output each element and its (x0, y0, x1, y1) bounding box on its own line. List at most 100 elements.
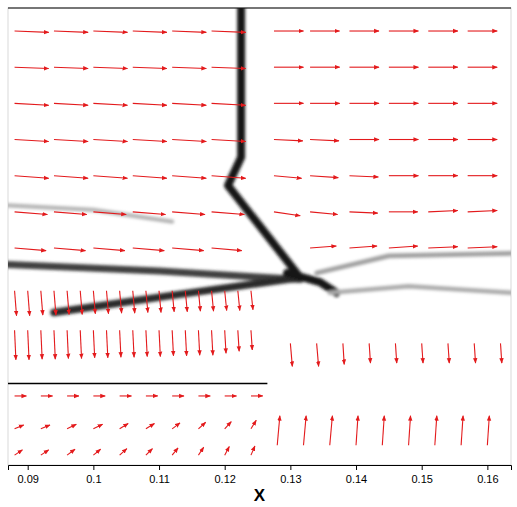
velocity-vector (120, 424, 129, 429)
velocity-vector (303, 416, 306, 446)
x-tick: 0.14 (346, 465, 367, 485)
velocity-vector (198, 422, 205, 429)
velocity-vector (310, 103, 340, 104)
velocity-vector (238, 330, 239, 351)
chart: 0.090.10.110.120.130.140.150.16X (0, 0, 517, 507)
x-tick: 0.09 (17, 465, 38, 485)
velocity-vector (468, 175, 498, 176)
gradient-feature (330, 286, 511, 293)
velocity-vector (15, 176, 49, 179)
x-tick: 0.12 (214, 465, 235, 485)
velocity-vector (15, 395, 27, 396)
velocity-vector (67, 449, 75, 455)
velocity-vector (93, 449, 100, 455)
velocity-vector (93, 212, 126, 215)
velocity-vector (349, 103, 379, 104)
velocity-vector (172, 31, 206, 32)
velocity-vector (428, 247, 458, 248)
velocity-vector (389, 67, 419, 68)
velocity-vector (172, 448, 178, 455)
velocity-vector (274, 67, 304, 68)
velocity-vector (225, 447, 230, 456)
velocity-vector (428, 67, 458, 68)
velocity-vector (15, 291, 17, 316)
velocity-vector (310, 176, 338, 178)
velocity-vector (15, 425, 24, 429)
velocity-vector (120, 395, 132, 396)
velocity-vector (310, 30, 340, 31)
velocity-vector (172, 140, 206, 142)
velocity-vector (15, 248, 47, 251)
velocity-vector (133, 212, 166, 215)
velocity-vector (172, 423, 180, 429)
velocity-vector (468, 247, 498, 248)
velocity-vector (251, 330, 252, 350)
velocity-vector (15, 31, 49, 32)
velocity-vector (274, 140, 303, 141)
velocity-vector (54, 330, 55, 359)
velocity-vector (67, 395, 79, 396)
x-tick-mark (487, 465, 488, 470)
velocity-vector (225, 330, 226, 353)
velocity-vector (468, 67, 498, 68)
velocity-vector (468, 103, 498, 104)
velocity-vector (93, 424, 102, 429)
velocity-vector (146, 424, 155, 429)
velocity-vector (349, 67, 379, 68)
velocity-vector (212, 330, 213, 355)
x-tick: 0.15 (411, 465, 432, 485)
plot: 0.090.10.110.120.130.140.150.16 (8, 8, 512, 485)
vectors (15, 31, 502, 455)
velocity-vector (251, 291, 253, 310)
velocity-vector (468, 211, 498, 212)
wall (8, 383, 267, 385)
velocity-vector (15, 212, 48, 215)
velocity-vector (185, 291, 187, 312)
velocity-vector (54, 67, 88, 68)
velocity-vector (409, 416, 411, 446)
x-tick: 0.11 (149, 465, 170, 485)
velocity-vector (198, 291, 200, 311)
velocity-vector (238, 291, 240, 311)
velocity-vector (172, 212, 205, 215)
velocity-vector (343, 343, 344, 364)
velocity-vector (93, 31, 127, 32)
velocity-vector (133, 330, 134, 357)
velocity-vector (277, 416, 280, 446)
x-tick-mark (290, 465, 291, 470)
velocity-vector (225, 291, 227, 311)
velocity-vector (15, 103, 49, 105)
velocity-vector (448, 343, 449, 363)
velocity-vector (172, 291, 174, 312)
x-tick-mark (356, 465, 357, 470)
velocity-vector (389, 30, 419, 31)
velocity-vector (54, 176, 88, 179)
velocity-vector (349, 176, 378, 177)
x-tick-label: 0.11 (149, 473, 170, 485)
velocity-vector (93, 330, 94, 358)
velocity-vector (41, 425, 50, 429)
velocity-vector (133, 291, 135, 313)
velocity-vector (435, 416, 437, 446)
velocity-vector (146, 449, 153, 456)
velocity-vector (172, 103, 206, 105)
velocity-vector (349, 212, 377, 213)
velocity-vector (310, 212, 338, 215)
velocity-vector (15, 450, 23, 455)
velocity-vector (67, 330, 68, 358)
velocity-vector (382, 416, 384, 446)
velocity-vector (356, 416, 358, 446)
velocity-vector (212, 212, 245, 215)
velocity-vector (172, 330, 173, 356)
velocity-vector (389, 175, 419, 176)
gradient-feature (54, 278, 300, 313)
marks (8, 8, 511, 455)
x-tick-mark (93, 465, 94, 470)
x-tick-mark (422, 465, 423, 470)
velocity-vector (28, 291, 30, 316)
x-tick-label: 0.16 (477, 473, 498, 485)
velocity-vector (93, 395, 105, 396)
velocity-vector (310, 246, 336, 248)
velocity-vector (172, 395, 184, 396)
velocity-vector (28, 330, 29, 360)
